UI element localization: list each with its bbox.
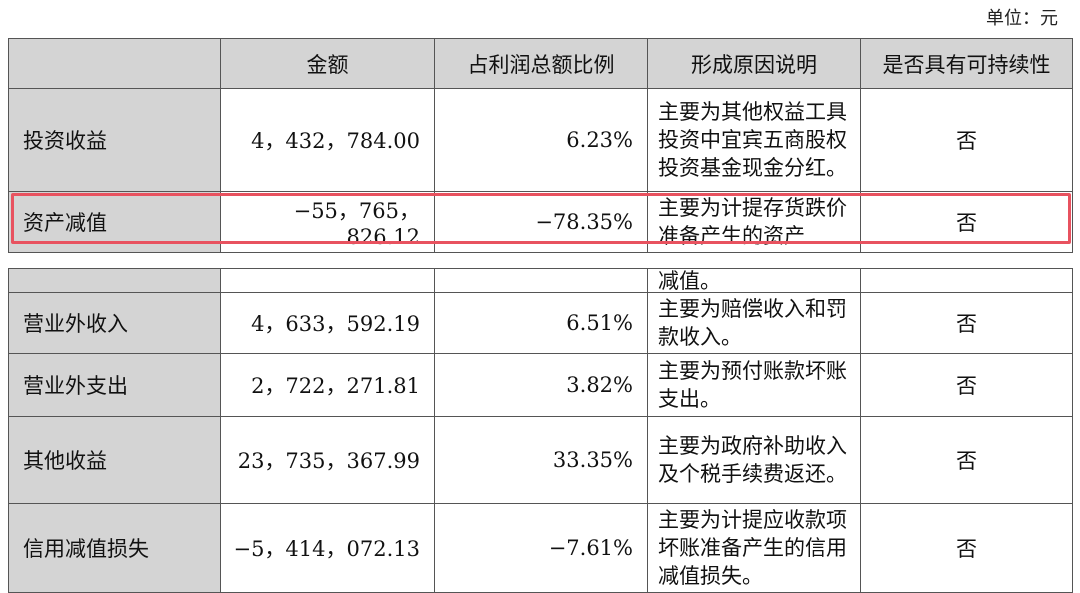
row-label: 营业外收入 [8,292,221,354]
unit-label: 单位：元 [986,8,1058,29]
row-ratio: 6.51% [434,292,648,354]
row-reason: 主要为其他权益工具投资中宜宾五商股权投资基金现金分红。 [647,88,861,192]
header-ratio: 占利润总额比例 [434,38,648,89]
row-sustainable: 否 [860,88,1073,192]
row-amount: 23，735，367.99 [220,416,435,504]
row-sustainable: 否 [860,503,1073,593]
continuation-row: 减值。 [8,268,1073,293]
row-amount: 4，432，784.00 [220,88,435,192]
header-blank [8,38,221,89]
table-row: 信用减值损失 −5，414，072.13 −7.61% 主要为计提应收款项坏账准… [8,503,1073,593]
header-row: 金额 占利润总额比例 形成原因说明 是否具有可持续性 [8,38,1073,89]
row-ratio: −7.61% [434,503,648,593]
header-reason: 形成原因说明 [647,38,861,89]
row-amount: 4，633，592.19 [220,292,435,354]
header-amount: 金额 [220,38,435,89]
table-row: 营业外收入 4，633，592.19 6.51% 主要为赔偿收入和罚款收入。 否 [8,292,1073,354]
row-sustainable: 否 [860,292,1073,354]
row-amount: −5，414，072.13 [220,503,435,593]
table-row: 其他收益 23，735，367.99 33.35% 主要为政府补助收入及个税手续… [8,416,1073,504]
table-row: 投资收益 4，432，784.00 6.23% 主要为其他权益工具投资中宜宾五商… [8,88,1073,192]
cont-amount [220,268,435,293]
row-reason: 主要为政府补助收入及个税手续费返还。 [647,416,861,504]
row-label: 营业外支出 [8,353,221,417]
row-sustainable: 否 [860,353,1073,417]
cont-sustainable [860,268,1073,293]
header-sustainable: 是否具有可持续性 [860,38,1073,89]
row-amount: 2，722，271.81 [220,353,435,417]
cont-reason: 减值。 [647,268,861,293]
row-label: 其他收益 [8,416,221,504]
row-reason: 主要为预付账款坏账支出。 [647,353,861,417]
table-row: 营业外支出 2，722，271.81 3.82% 主要为预付账款坏账支出。 否 [8,353,1073,417]
cont-ratio [434,268,648,293]
row-reason: 主要为赔偿收入和罚款收入。 [647,292,861,354]
profit-breakdown-table-bottom: 减值。 营业外收入 4，633，592.19 6.51% 主要为赔偿收入和罚款收… [8,268,1073,593]
row-reason: 主要为计提应收款项坏账准备产生的信用减值损失。 [647,503,861,593]
cont-label [8,268,221,293]
row-ratio: 33.35% [434,416,648,504]
row-sustainable: 否 [860,416,1073,504]
row-ratio: 6.23% [434,88,648,192]
row-label: 投资收益 [8,88,221,192]
highlight-box [11,193,1071,244]
row-label: 信用减值损失 [8,503,221,593]
row-ratio: 3.82% [434,353,648,417]
